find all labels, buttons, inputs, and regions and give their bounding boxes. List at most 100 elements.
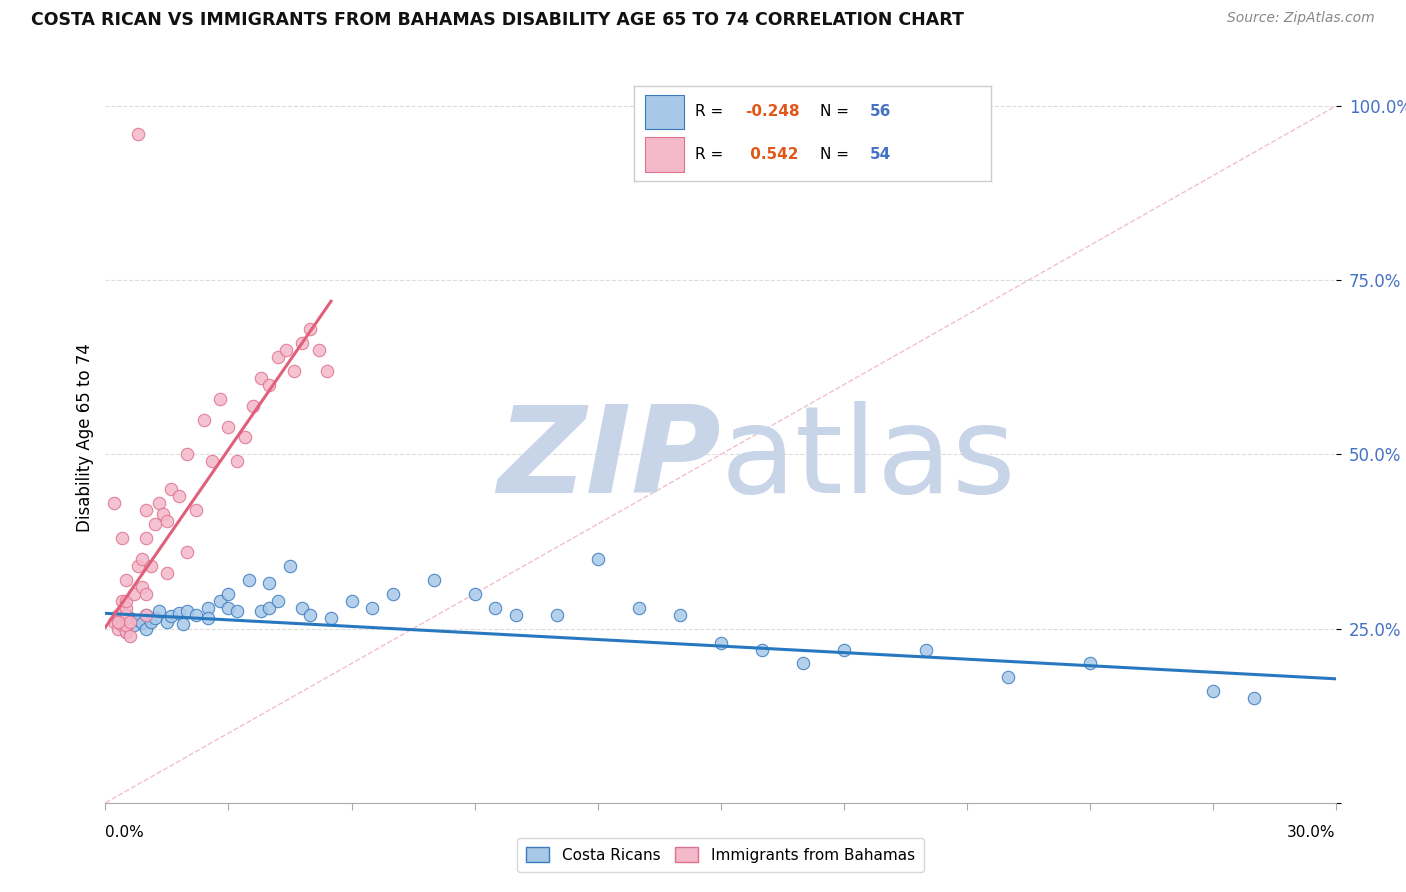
Point	[291, 336, 314, 351]
Point	[283, 364, 305, 378]
Point	[176, 448, 198, 462]
Point	[316, 364, 339, 378]
Point	[832, 642, 855, 657]
Point	[299, 322, 322, 336]
Point	[233, 430, 256, 444]
Point	[308, 343, 330, 357]
Point	[131, 552, 153, 566]
Point	[103, 496, 125, 510]
Point	[1202, 684, 1225, 698]
Point	[169, 607, 191, 621]
Point	[160, 483, 183, 497]
Point	[135, 503, 157, 517]
Point	[120, 629, 141, 643]
Point	[225, 604, 247, 618]
Point	[120, 611, 141, 625]
Point	[422, 573, 444, 587]
Point	[135, 607, 157, 622]
Point	[299, 607, 322, 622]
Point	[115, 615, 138, 629]
Point	[115, 622, 138, 636]
Point	[115, 625, 138, 640]
Point	[197, 611, 219, 625]
Legend: Costa Ricans, Immigrants from Bahamas: Costa Ricans, Immigrants from Bahamas	[517, 838, 924, 872]
Point	[225, 454, 247, 468]
Point	[218, 587, 240, 601]
Point	[111, 618, 134, 632]
Point	[259, 576, 281, 591]
Point	[209, 392, 232, 406]
Point	[267, 350, 290, 364]
Point	[107, 607, 129, 622]
Point	[710, 635, 733, 649]
Point	[169, 489, 191, 503]
Point	[139, 558, 162, 573]
Point	[107, 622, 129, 636]
Point	[115, 594, 138, 608]
Point	[115, 600, 138, 615]
Point	[505, 607, 527, 622]
Point	[193, 412, 215, 426]
Point	[127, 558, 149, 573]
Point	[115, 607, 138, 622]
Point	[156, 566, 179, 580]
Point	[209, 594, 232, 608]
Point	[107, 615, 129, 629]
Text: Source: ZipAtlas.com: Source: ZipAtlas.com	[1227, 11, 1375, 25]
Point	[135, 531, 157, 545]
Point	[627, 600, 650, 615]
Point	[176, 604, 198, 618]
Point	[131, 616, 153, 631]
Point	[250, 604, 273, 618]
Point	[148, 604, 170, 618]
Text: atlas: atlas	[721, 401, 1017, 517]
Point	[361, 600, 384, 615]
Point	[103, 615, 125, 629]
Point	[172, 617, 194, 632]
Point	[267, 594, 290, 608]
Point	[143, 517, 166, 532]
Point	[111, 604, 134, 618]
Point	[111, 594, 134, 608]
Point	[464, 587, 486, 601]
Point	[1243, 691, 1265, 706]
Point	[120, 615, 141, 629]
Point	[792, 657, 814, 671]
Point	[115, 625, 138, 640]
Point	[381, 587, 404, 601]
Point	[586, 552, 609, 566]
Point	[250, 371, 273, 385]
Point	[259, 600, 281, 615]
Point	[152, 507, 174, 521]
Point	[201, 454, 224, 468]
Point	[184, 607, 207, 622]
Point	[115, 611, 138, 625]
Point	[148, 496, 170, 510]
Point	[218, 600, 240, 615]
Point	[135, 622, 157, 636]
Point	[156, 514, 179, 528]
Point	[122, 618, 145, 632]
Point	[115, 573, 138, 587]
Point	[135, 607, 157, 622]
Text: COSTA RICAN VS IMMIGRANTS FROM BAHAMAS DISABILITY AGE 65 TO 74 CORRELATION CHART: COSTA RICAN VS IMMIGRANTS FROM BAHAMAS D…	[31, 11, 963, 29]
Point	[259, 377, 281, 392]
Point	[197, 600, 219, 615]
Point	[115, 618, 138, 632]
Point	[111, 618, 134, 632]
Point	[139, 615, 162, 629]
Point	[122, 587, 145, 601]
Point	[242, 399, 264, 413]
Point	[135, 587, 157, 601]
Point	[184, 503, 207, 517]
Point	[238, 573, 260, 587]
Point	[546, 607, 568, 622]
Point	[319, 611, 342, 625]
Y-axis label: Disability Age 65 to 74: Disability Age 65 to 74	[76, 343, 94, 532]
Point	[127, 613, 149, 627]
Point	[278, 558, 301, 573]
Point	[156, 615, 179, 629]
Point	[914, 642, 936, 657]
Point	[1078, 657, 1101, 671]
Point	[291, 600, 314, 615]
